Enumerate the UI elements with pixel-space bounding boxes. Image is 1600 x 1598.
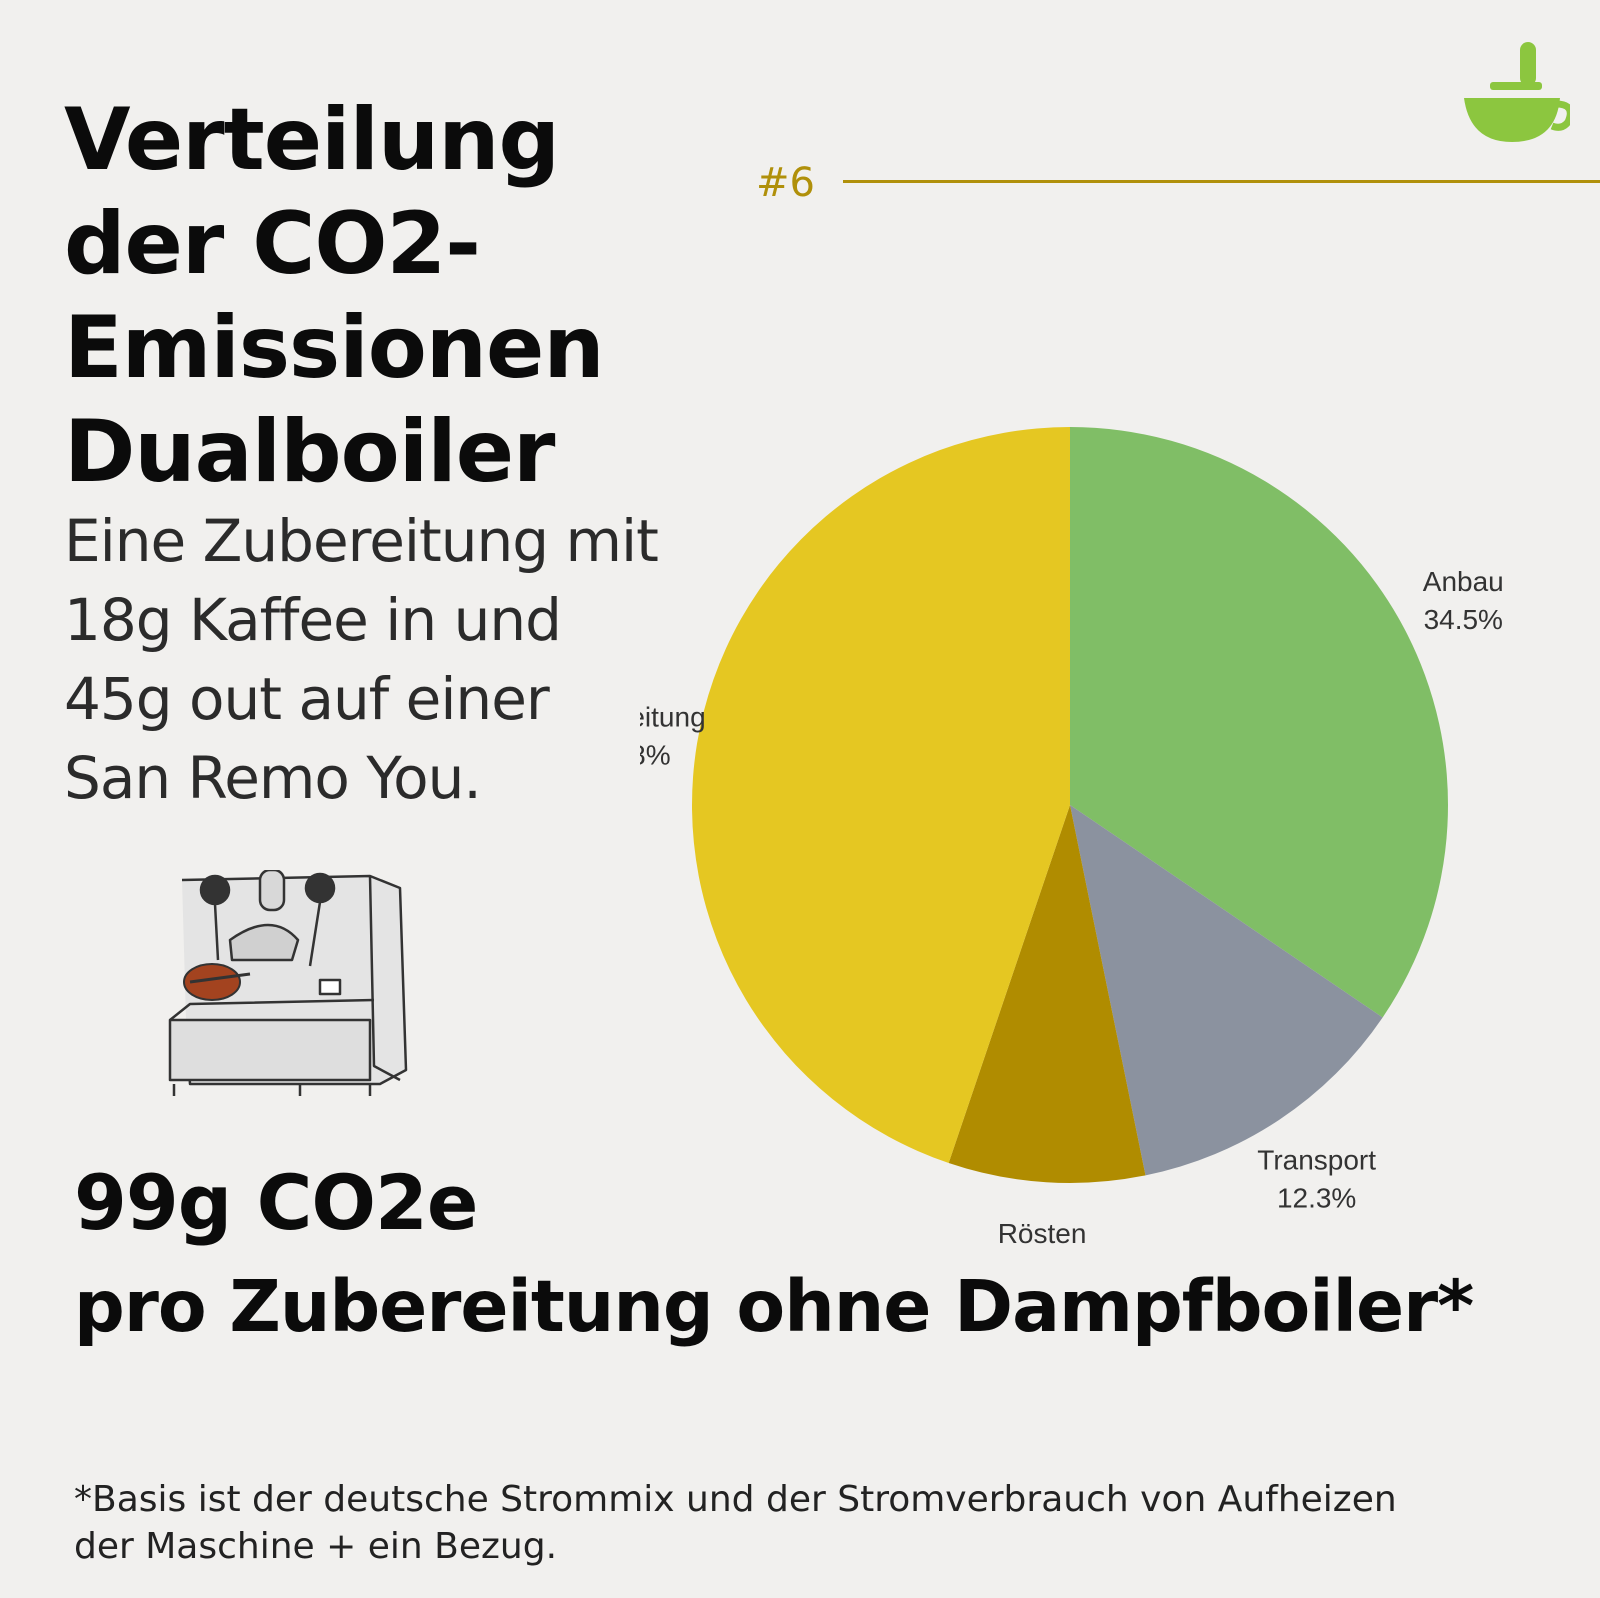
title-line: Dualboiler xyxy=(64,402,555,502)
pie-label-rösten: Rösten8.4% xyxy=(998,1218,1087,1250)
pie-label-zubereitung: Zubereitung44.8% xyxy=(640,702,706,771)
total-emissions-subtitle: pro Zubereitung ohne Dampfboiler* xyxy=(74,1265,1474,1348)
subtitle-line: San Remo You. xyxy=(64,744,482,812)
subtitle-line: Eine Zubereitung mit xyxy=(64,507,659,575)
title-line: Verteilung xyxy=(64,90,560,190)
subtitle-line: 45g out auf einer xyxy=(64,665,550,733)
pie-label-transport: Transport 12.3% xyxy=(1257,1144,1376,1213)
coffee-cup-logo-icon xyxy=(1464,42,1570,142)
title-line: Emissionen xyxy=(64,298,605,398)
total-emissions: 99g CO2e xyxy=(74,1158,478,1247)
page-title: Verteilung der CO2- Emissionen Dualboile… xyxy=(64,88,704,504)
pie-slice-anbau xyxy=(1070,427,1448,1018)
pie-slice-transport xyxy=(1070,805,1383,1176)
espresso-machine-illustration xyxy=(168,870,408,1096)
subtitle-line: 18g Kaffee in und xyxy=(64,586,562,654)
pie-slices xyxy=(692,427,1448,1183)
title-line: der CO2- xyxy=(64,194,481,294)
footnote-line: der Maschine + ein Bezug. xyxy=(74,1526,558,1567)
episode-number: #6 xyxy=(756,160,815,206)
pie-slice-rösten xyxy=(948,805,1146,1183)
pie-label-anbau: Anbau 34.5% xyxy=(1423,566,1504,635)
subtitle: Eine Zubereitung mit 18g Kaffee in und 4… xyxy=(64,502,704,818)
pie-slice-zubereitung xyxy=(692,427,1070,1164)
footnote: *Basis ist der deutsche Strommix und der… xyxy=(74,1476,1514,1570)
divider-line xyxy=(843,180,1600,183)
footnote-line: *Basis ist der deutsche Strommix und der… xyxy=(74,1479,1397,1520)
